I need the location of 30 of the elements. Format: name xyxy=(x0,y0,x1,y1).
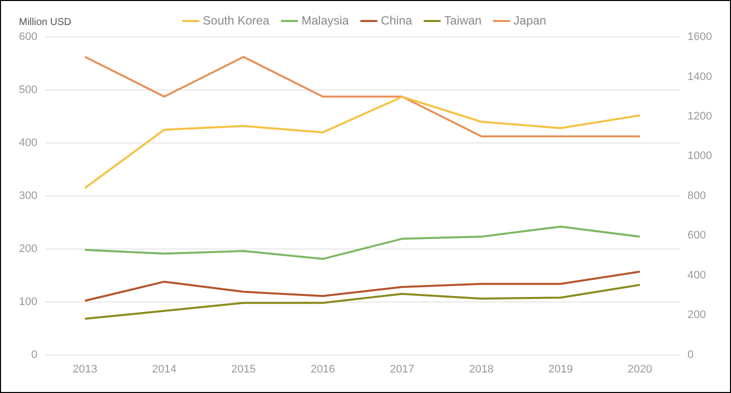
x-tick-label: 2020 xyxy=(628,363,652,376)
y-tick-label: 600 xyxy=(18,31,38,44)
y-axis-title: Million USD xyxy=(19,17,72,28)
y2-tick-label: 1000 xyxy=(688,150,712,162)
legend-label: Malaysia xyxy=(301,13,350,28)
x-tick-label: 2017 xyxy=(390,363,414,376)
y2-tick-label: 1600 xyxy=(688,31,712,44)
y2-tick-label: 1400 xyxy=(688,70,712,83)
y-tick-label: 300 xyxy=(18,190,38,202)
x-tick-label: 2016 xyxy=(310,363,336,376)
y2-tick-label: 400 xyxy=(688,269,706,282)
x-tick-label: 2019 xyxy=(548,363,573,376)
y-tick-label: 200 xyxy=(18,242,38,255)
x-tick-label: 2014 xyxy=(152,363,177,376)
y2-tick-label: 0 xyxy=(688,348,694,361)
y-tick-label: 500 xyxy=(18,84,38,96)
x-tick-label: 2018 xyxy=(469,363,494,376)
y2-tick-label: 800 xyxy=(688,190,706,202)
x-tick-label: 2015 xyxy=(231,363,256,376)
y-tick-label: 400 xyxy=(18,136,38,149)
x-tick-label: 2013 xyxy=(72,363,98,376)
legend-label: Taiwan xyxy=(444,13,482,28)
y2-tick-label: 200 xyxy=(688,309,706,322)
y-tick-label: 0 xyxy=(31,348,38,361)
legend-label: China xyxy=(380,13,413,28)
legend-label: Japan xyxy=(514,13,546,28)
y-tick-label: 100 xyxy=(18,296,38,308)
y2-tick-label: 1200 xyxy=(688,110,712,122)
legend-label: South Korea xyxy=(202,13,270,28)
y2-tick-label: 600 xyxy=(688,230,706,242)
